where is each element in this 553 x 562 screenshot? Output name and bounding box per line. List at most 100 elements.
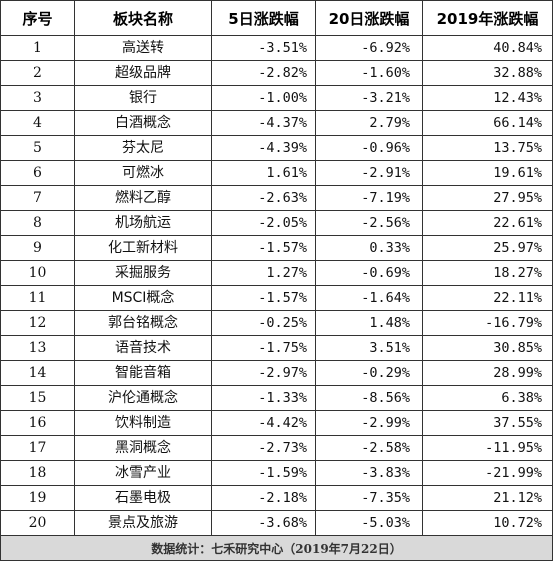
row-20day-change: 3.51%	[315, 335, 423, 361]
row-index: 7	[0, 185, 75, 211]
row-2019-change: 19.61%	[422, 160, 553, 186]
row-5day-change: -1.75%	[211, 335, 316, 361]
row-sector-name: 黑洞概念	[74, 435, 212, 461]
row-2019-change: 6.38%	[422, 385, 553, 411]
row-20day-change: -2.58%	[315, 435, 423, 461]
table-footer: 数据统计：七禾研究中心（2019年7月22日）	[0, 535, 553, 561]
footer-row: 数据统计：七禾研究中心（2019年7月22日）	[0, 535, 553, 561]
row-index: 17	[0, 435, 75, 461]
row-index: 1	[0, 35, 75, 61]
table-row: 19 石墨电极 -2.18% -7.35% 21.12%	[0, 485, 553, 511]
row-2019-change: 27.95%	[422, 185, 553, 211]
row-20day-change: -8.56%	[315, 385, 423, 411]
table-row: 8 机场航运 -2.05% -2.56% 22.61%	[0, 210, 553, 236]
row-20day-change: -1.60%	[315, 60, 423, 86]
row-2019-change: 22.61%	[422, 210, 553, 236]
row-5day-change: -4.39%	[211, 135, 316, 161]
row-sector-name: 化工新材料	[74, 235, 212, 261]
table-row: 2 超级品牌 -2.82% -1.60% 32.88%	[0, 60, 553, 86]
header-index: 序号	[0, 0, 75, 36]
table-row: 13 语音技术 -1.75% 3.51% 30.85%	[0, 335, 553, 361]
row-index: 8	[0, 210, 75, 236]
row-5day-change: -2.63%	[211, 185, 316, 211]
row-5day-change: -4.42%	[211, 410, 316, 436]
table-row: 15 沪伦通概念 -1.33% -8.56% 6.38%	[0, 385, 553, 411]
row-sector-name: 机场航运	[74, 210, 212, 236]
row-2019-change: 18.27%	[422, 260, 553, 286]
row-sector-name: 景点及旅游	[74, 510, 212, 536]
row-5day-change: -1.33%	[211, 385, 316, 411]
row-sector-name: 石墨电极	[74, 485, 212, 511]
row-sector-name: 燃料乙醇	[74, 185, 212, 211]
row-20day-change: 2.79%	[315, 110, 423, 136]
table-row: 11 MSCI概念 -1.57% -1.64% 22.11%	[0, 285, 553, 311]
row-index: 2	[0, 60, 75, 86]
row-20day-change: -3.83%	[315, 460, 423, 486]
header-sector-name: 板块名称	[74, 0, 212, 36]
row-2019-change: 12.43%	[422, 85, 553, 111]
row-20day-change: -7.35%	[315, 485, 423, 511]
row-index: 10	[0, 260, 75, 286]
row-sector-name: 高送转	[74, 35, 212, 61]
row-2019-change: 32.88%	[422, 60, 553, 86]
row-20day-change: -3.21%	[315, 85, 423, 111]
row-2019-change: 21.12%	[422, 485, 553, 511]
row-sector-name: 可燃冰	[74, 160, 212, 186]
table-row: 12 郭台铭概念 -0.25% 1.48% -16.79%	[0, 310, 553, 336]
row-2019-change: 30.85%	[422, 335, 553, 361]
row-index: 11	[0, 285, 75, 311]
row-sector-name: 采掘服务	[74, 260, 212, 286]
row-index: 13	[0, 335, 75, 361]
row-index: 15	[0, 385, 75, 411]
row-sector-name: 郭台铭概念	[74, 310, 212, 336]
row-5day-change: -2.05%	[211, 210, 316, 236]
row-20day-change: -1.64%	[315, 285, 423, 311]
row-2019-change: 22.11%	[422, 285, 553, 311]
row-20day-change: -2.91%	[315, 160, 423, 186]
row-20day-change: -0.29%	[315, 360, 423, 386]
table-row: 14 智能音箱 -2.97% -0.29% 28.99%	[0, 360, 553, 386]
table-row: 16 饮料制造 -4.42% -2.99% 37.55%	[0, 410, 553, 436]
row-index: 6	[0, 160, 75, 186]
row-5day-change: -3.51%	[211, 35, 316, 61]
table-row: 18 冰雪产业 -1.59% -3.83% -21.99%	[0, 460, 553, 486]
table-row: 7 燃料乙醇 -2.63% -7.19% 27.95%	[0, 185, 553, 211]
header-2019-change: 2019年涨跌幅	[422, 0, 553, 36]
table-row: 3 银行 -1.00% -3.21% 12.43%	[0, 85, 553, 111]
table-row: 17 黑洞概念 -2.73% -2.58% -11.95%	[0, 435, 553, 461]
row-2019-change: -21.99%	[422, 460, 553, 486]
row-sector-name: 饮料制造	[74, 410, 212, 436]
row-20day-change: -2.99%	[315, 410, 423, 436]
table-row: 5 芬太尼 -4.39% -0.96% 13.75%	[0, 135, 553, 161]
row-index: 20	[0, 510, 75, 536]
row-2019-change: 10.72%	[422, 510, 553, 536]
row-2019-change: -11.95%	[422, 435, 553, 461]
row-20day-change: 0.33%	[315, 235, 423, 261]
row-index: 9	[0, 235, 75, 261]
row-20day-change: -6.92%	[315, 35, 423, 61]
row-sector-name: 智能音箱	[74, 360, 212, 386]
row-sector-name: 超级品牌	[74, 60, 212, 86]
row-index: 3	[0, 85, 75, 111]
row-20day-change: -0.96%	[315, 135, 423, 161]
row-sector-name: 白酒概念	[74, 110, 212, 136]
row-2019-change: 28.99%	[422, 360, 553, 386]
row-5day-change: -1.59%	[211, 460, 316, 486]
row-5day-change: 1.27%	[211, 260, 316, 286]
row-20day-change: -5.03%	[315, 510, 423, 536]
row-sector-name: 芬太尼	[74, 135, 212, 161]
row-index: 12	[0, 310, 75, 336]
row-sector-name: 冰雪产业	[74, 460, 212, 486]
row-index: 4	[0, 110, 75, 136]
row-sector-name: 沪伦通概念	[74, 385, 212, 411]
row-5day-change: -4.37%	[211, 110, 316, 136]
row-sector-name: 语音技术	[74, 335, 212, 361]
row-20day-change: -0.69%	[315, 260, 423, 286]
row-5day-change: -3.68%	[211, 510, 316, 536]
row-2019-change: -16.79%	[422, 310, 553, 336]
header-row: 序号 板块名称 5日涨跌幅 20日涨跌幅 2019年涨跌幅	[0, 0, 553, 36]
table-row: 20 景点及旅游 -3.68% -5.03% 10.72%	[0, 510, 553, 536]
row-sector-name: 银行	[74, 85, 212, 111]
